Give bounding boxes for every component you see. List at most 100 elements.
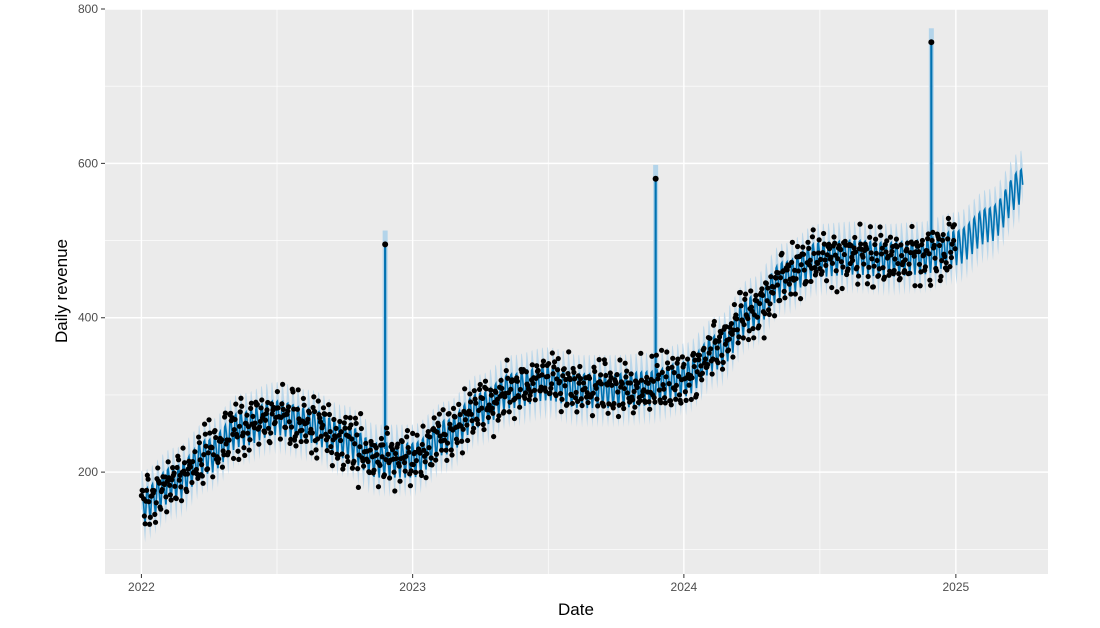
observed-point [611,400,617,407]
observed-point [428,455,434,461]
spike-point [382,241,389,248]
observed-point [328,443,334,450]
observed-point [906,261,912,267]
observed-point [170,465,176,471]
observed-point [326,411,333,418]
observed-point [781,288,787,294]
observed-point [716,338,722,344]
observed-point [303,438,309,444]
observed-point [871,263,877,269]
observed-point [439,447,445,453]
observed-point [579,402,585,409]
observed-point [517,386,523,393]
observed-point [887,268,893,274]
observed-point [729,331,735,337]
observed-point [340,466,346,472]
observed-point [667,398,674,404]
observed-point [476,386,483,393]
observed-point [909,223,915,230]
observed-point [571,369,577,375]
observed-point [849,257,856,264]
observed-point [731,301,738,308]
observed-point [171,470,177,476]
observed-point [829,284,835,291]
observed-point [873,250,879,257]
observed-point [262,417,269,423]
observed-point [462,417,469,423]
observed-point [826,246,833,252]
observed-point [391,469,397,475]
observed-point [457,411,463,418]
observed-point [554,367,561,373]
observed-point [384,425,390,431]
observed-point [357,444,363,450]
observed-point [262,429,268,435]
observed-point [654,362,660,369]
observed-point [594,396,600,402]
observed-point [681,361,687,368]
observed-point [591,364,597,370]
observed-point [911,253,917,259]
observed-point [201,452,207,458]
observed-point [248,405,254,411]
observed-point [329,463,335,469]
observed-point [365,458,371,465]
observed-point [880,265,886,271]
observed-point [197,457,203,463]
y-tick-label: 400 [78,311,98,325]
y-axis: 200 400 600 800 [78,2,105,479]
observed-point [699,370,706,376]
observed-point [516,394,522,400]
observed-point [676,392,683,398]
observed-point [649,353,655,359]
observed-point [763,280,769,286]
observed-point [547,390,553,396]
observed-point [664,360,671,366]
observed-point [254,401,260,408]
observed-point [406,449,412,455]
observed-point [153,500,159,506]
observed-point [488,392,495,398]
observed-point [878,251,885,257]
observed-point [199,462,205,468]
observed-point [535,367,541,374]
observed-point [505,375,511,381]
observed-point [595,403,601,409]
observed-point [857,221,863,227]
observed-point [671,370,677,376]
observed-point [472,396,478,402]
observed-point [429,462,435,468]
observed-point [668,402,674,408]
observed-point [308,450,315,456]
observed-point [864,281,871,287]
observed-point [460,426,466,432]
observed-point [151,487,157,494]
observed-point [860,254,866,260]
observed-point [925,236,931,242]
observed-point [585,399,591,406]
observed-point [327,428,333,435]
observed-point [904,246,910,252]
observed-point [473,400,479,406]
observed-point [719,366,726,372]
observed-point [675,356,681,362]
observed-point [300,395,307,402]
observed-point [373,445,379,451]
observed-point [736,334,742,340]
observed-point [385,451,391,457]
observed-point [475,421,481,427]
observed-point [590,390,596,396]
observed-point [893,236,900,242]
observed-point [190,458,196,465]
observed-point [355,484,361,491]
observed-point [919,237,926,244]
observed-point [609,382,615,388]
observed-point [610,405,616,411]
observed-point [762,311,768,317]
observed-point [184,471,191,477]
observed-point [540,358,547,364]
observed-point [221,452,227,458]
observed-point [349,436,355,442]
observed-point [661,395,668,401]
observed-point [867,234,873,240]
